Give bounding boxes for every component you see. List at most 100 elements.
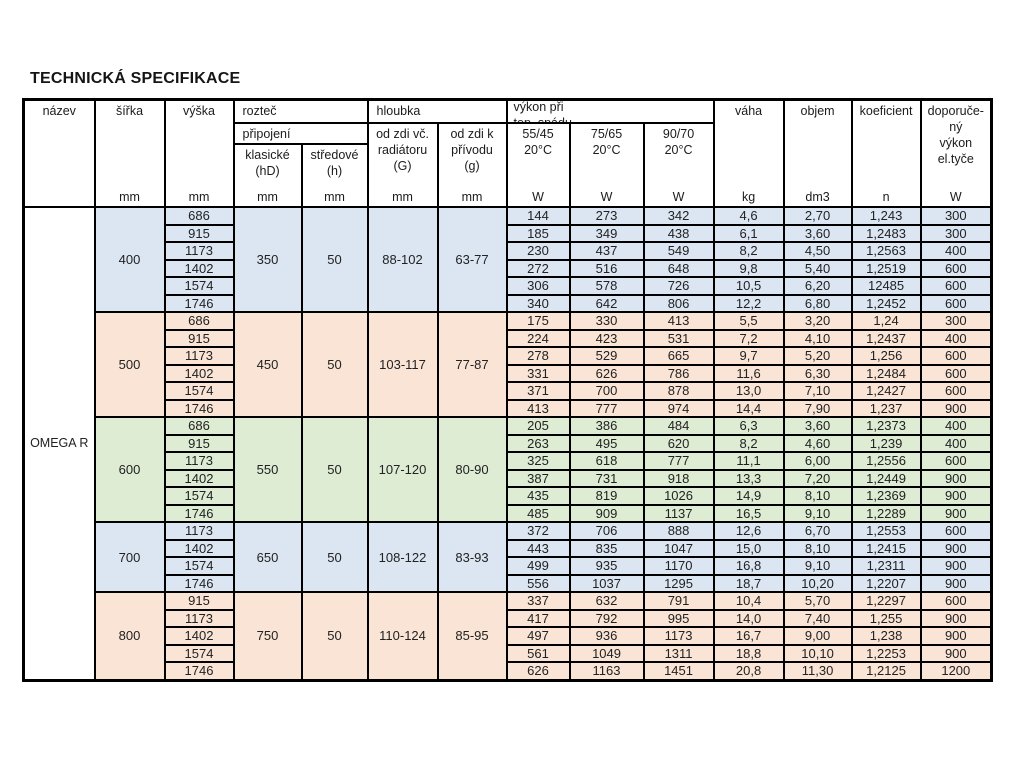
cell-el-tyc-w: 900: [919, 608, 993, 628]
table-row: 1574 561 1049 1311 18,8 10,10 1,2253 900: [24, 643, 993, 663]
cell-w-75-65: 642: [568, 293, 645, 313]
unit-n: n: [882, 190, 890, 204]
table-row: 1402 387 731 918 13,3 7,20 1,2449 900: [24, 468, 993, 488]
unit-mm: mm: [257, 190, 278, 204]
cell-el-tyc-w: 900: [919, 643, 993, 663]
cell-stredove: 50: [300, 591, 369, 681]
cell-objem-dm3: 9,00: [782, 626, 853, 646]
cell-w-75-65: 777: [568, 398, 645, 418]
cell-w-55-45: 485: [505, 503, 571, 523]
cell-w-55-45: 497: [505, 626, 571, 646]
cell-w-90-70: 974: [642, 398, 715, 418]
cell-w-90-70: 549: [642, 241, 715, 261]
cell-stredove: 50: [300, 206, 369, 313]
cell-sirka: 500: [93, 311, 166, 418]
cell-hloubka-g2: 63-77: [436, 206, 508, 313]
cell-stredove: 50: [300, 521, 369, 593]
col-label-hloubka: hloubka: [376, 104, 421, 118]
cell-koeficient-n: 1,2253: [850, 643, 922, 663]
cell-vaha-kg: 9,8: [712, 258, 785, 278]
cell-klasicke: 650: [232, 521, 303, 593]
cell-w-75-65: 1049: [568, 643, 645, 663]
cell-objem-dm3: 2,70: [782, 206, 853, 226]
cell-el-tyc-w: 900: [919, 486, 993, 506]
cell-w-75-65: 700: [568, 381, 645, 401]
cell-el-tyc-w: 400: [919, 433, 993, 453]
cell-w-55-45: 499: [505, 556, 571, 576]
col-header-objem: objem dm3: [782, 98, 853, 208]
table-row: 700 1173 650 50 108-122 83-93 372 706 888 12,6 6,7…: [24, 521, 993, 593]
table-header: název šířka mm výška mm rozteč hloubka v: [22, 98, 993, 208]
col-header-pripojeni: připojení: [232, 122, 369, 145]
cell-vaha-kg: 16,8: [712, 556, 785, 576]
cell-w-90-70: 620: [642, 433, 715, 453]
table-row: 1746 340 642 806 12,2 6,80 1,2452 600: [24, 293, 993, 313]
cell-w-90-70: 1451: [642, 661, 715, 681]
cell-vyska: 915: [163, 433, 235, 453]
cell-vaha-kg: 6,1: [712, 223, 785, 243]
cell-koeficient-n: 1,255: [850, 608, 922, 628]
cell-el-tyc-w: 600: [919, 276, 993, 296]
unit-mm: mm: [324, 190, 345, 204]
cell-el-tyc-w: 600: [919, 363, 993, 383]
cell-objem-dm3: 9,10: [782, 503, 853, 523]
cell-w-55-45: 435: [505, 486, 571, 506]
cell-vyska: 1746: [163, 661, 235, 681]
cell-w-75-65: 495: [568, 433, 645, 453]
cell-w-75-65: 731: [568, 468, 645, 488]
cell-hloubka-g: 103-117: [366, 311, 439, 418]
cell-w-75-65: 792: [568, 608, 645, 628]
cell-vaha-kg: 18,8: [712, 643, 785, 663]
cell-el-tyc-w: 900: [919, 556, 993, 576]
cell-objem-dm3: 7,90: [782, 398, 853, 418]
cell-vyska: 1402: [163, 363, 235, 383]
cell-vyska: 686: [163, 311, 235, 331]
col-header-doporuceny: doporuče- ný výkon el.tyče W: [919, 98, 993, 208]
col-label-pripojeni: připojení: [242, 127, 291, 141]
table-row: 1402 331 626 786 11,6 6,30 1,2484 600: [24, 363, 993, 383]
cell-w-75-65: 578: [568, 276, 645, 296]
unit-kg: kg: [741, 190, 756, 204]
cell-vaha-kg: 4,6: [712, 206, 785, 226]
cell-w-75-65: 909: [568, 503, 645, 523]
cell-w-55-45: 230: [505, 241, 571, 261]
cell-el-tyc-w: 400: [919, 328, 993, 348]
cell-w-55-45: 626: [505, 661, 571, 681]
table-row: 1746 413 777 974 14,4 7,90 1,237 900: [24, 398, 993, 418]
cell-objem-dm3: 6,20: [782, 276, 853, 296]
cell-vyska: 686: [163, 416, 235, 436]
table-row: 1402 497 936 1173 16,7 9,00 1,238 900: [24, 626, 993, 646]
cell-vaha-kg: 14,0: [712, 608, 785, 628]
col-header-od-zdi-privod: od zdi k přívodu (g) mm: [436, 122, 508, 208]
cell-koeficient-n: 1,2437: [850, 328, 922, 348]
cell-koeficient-n: 1,2553: [850, 521, 922, 541]
cell-vaha-kg: 16,5: [712, 503, 785, 523]
table-row: OMEGA R 400 686 350 50 88-102 63-77 144 273 342 4,…: [22, 206, 993, 681]
cell-el-tyc-w: 900: [919, 398, 993, 418]
col-header-stredove: středové (h) mm: [300, 143, 369, 208]
cell-w-75-65: 618: [568, 451, 645, 471]
cell-hloubka-g2: 83-93: [436, 521, 508, 593]
cell-vyska: 1173: [163, 608, 235, 628]
table-row: 500 686 450 50 103-117 77-87 175 330 413 5,5 3,20 1…: [24, 311, 993, 418]
cell-w-75-65: 529: [568, 346, 645, 366]
col-label-temp-90: 90/70 20°C: [662, 127, 695, 157]
unit-mm: mm: [188, 190, 210, 204]
header-row-3: klasické (hD) mm středové (h) mm: [24, 143, 992, 208]
col-label-doporuceny: doporuče- ný výkon el.tyče: [927, 104, 984, 166]
table-row: 1402 272 516 648 9,8 5,40 1,2519 600: [24, 258, 993, 278]
product-name-cell: OMEGA R: [22, 206, 96, 681]
cell-vaha-kg: 7,2: [712, 328, 785, 348]
cell-vaha-kg: 18,7: [712, 573, 785, 593]
col-label-vyska: výška: [183, 104, 215, 118]
col-header-temp-90: 90/70 20°C W: [642, 122, 715, 208]
cell-w-75-65: 626: [568, 363, 645, 383]
cell-w-75-65: 330: [568, 311, 645, 331]
cell-vyska: 915: [163, 223, 235, 243]
table-row: 1173 278 529 665 9,7 5,20 1,256 600: [24, 346, 993, 366]
table-row: 1574 499 935 1170 16,8 9,10 1,2311 900: [24, 556, 993, 576]
cell-vaha-kg: 11,6: [712, 363, 785, 383]
cell-w-90-70: 1170: [642, 556, 715, 576]
cell-w-55-45: 417: [505, 608, 571, 628]
